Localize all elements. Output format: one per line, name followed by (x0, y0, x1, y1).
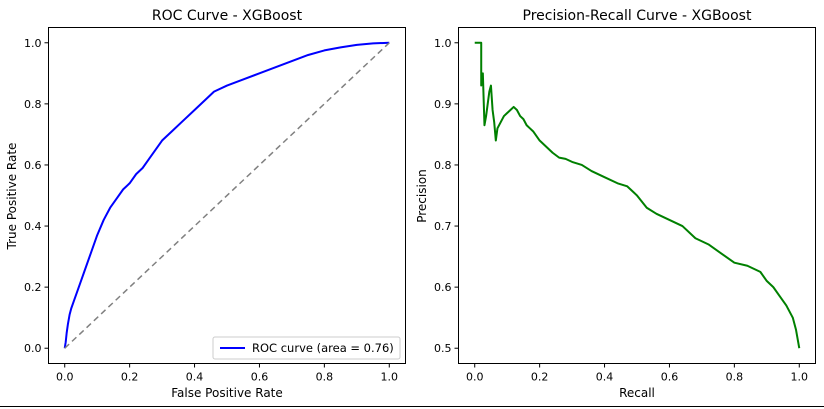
pr-ytick-label: 0.8 (434, 159, 452, 172)
pr-ytick-label: 0.5 (434, 342, 452, 355)
roc-legend: ROC curve (area = 0.76) (212, 336, 401, 360)
pr-xtick-label: 0.0 (466, 371, 484, 384)
roc-xtick-label: 0.6 (251, 371, 269, 384)
pr-xtick-label: 0.6 (661, 371, 679, 384)
pr-title: Precision-Recall Curve - XGBoost (523, 8, 752, 24)
pr-xtick-label: 0.2 (531, 371, 549, 384)
pr-ticks: 0.0 0.2 0.4 0.6 0.8 1.0 0.5 0.6 0.7 0.8 0.9 1.0 (434, 37, 808, 384)
pr-plot-area (474, 41, 801, 349)
pr-axes-frame (458, 27, 816, 364)
roc-legend-box (212, 336, 401, 360)
roc-xlabel: False Positive Rate (171, 386, 283, 400)
roc-xtick-label: 0.8 (316, 371, 334, 384)
roc-ytick-label: 0.6 (24, 159, 42, 172)
roc-xtick-label: 0.0 (56, 371, 74, 384)
pr-xtick-label: 0.8 (726, 371, 744, 384)
roc-ytick-label: 0.2 (24, 281, 42, 294)
roc-legend-label: ROC curve (area = 0.76) (252, 341, 394, 355)
roc-ytick-label: 0.0 (24, 342, 42, 355)
roc-ytick-label: 0.8 (24, 98, 42, 111)
pr-xtick-label: 0.4 (596, 371, 614, 384)
roc-plot-area (63, 41, 390, 349)
roc-curve-line (63, 41, 390, 349)
roc-title: ROC Curve - XGBoost (152, 8, 303, 24)
pr-ytick-label: 0.6 (434, 281, 452, 294)
pr-ytick-label: 1.0 (434, 37, 452, 50)
pr-ylabel: Precision (415, 169, 429, 223)
roc-ticks: 0.0 0.2 0.4 0.6 0.8 1.0 0.0 0.2 0.4 0.6 0.8 1.0 (24, 37, 398, 384)
pr-xtick-label: 1.0 (791, 371, 809, 384)
pr-xlabel: Recall (619, 386, 655, 400)
pr-ytick-label: 0.7 (434, 220, 452, 233)
roc-xtick-label: 0.4 (186, 371, 204, 384)
roc-axes-frame (48, 27, 406, 364)
roc-ylabel: True Positive Rate (5, 143, 19, 251)
roc-diagonal-reference-line (64, 42, 390, 349)
roc-xtick-label: 0.2 (121, 371, 139, 384)
pr-curve-line (474, 41, 801, 349)
roc-chart: ROC Curve - XGBoost False Positive Rate … (5, 8, 406, 400)
roc-ytick-label: 0.4 (24, 220, 42, 233)
pr-ytick-label: 0.9 (434, 98, 452, 111)
roc-xtick-label: 1.0 (381, 371, 399, 384)
roc-ytick-label: 1.0 (24, 37, 42, 50)
pr-chart: Precision-Recall Curve - XGBoost Recall … (415, 8, 816, 400)
